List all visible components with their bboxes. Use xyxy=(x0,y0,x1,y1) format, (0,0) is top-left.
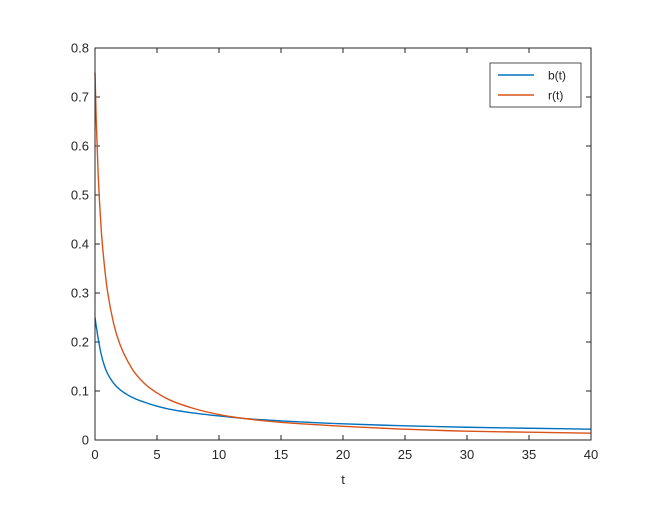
legend-label: r(t) xyxy=(548,89,563,103)
y-tick-label: 0.5 xyxy=(71,188,89,203)
axes-layer xyxy=(94,47,592,441)
x-tick-label: 0 xyxy=(91,447,98,462)
series-line-b xyxy=(94,317,592,430)
y-tick-label: 0 xyxy=(82,433,89,448)
x-axis-label: t xyxy=(341,472,345,487)
legend-label: b(t) xyxy=(548,69,566,83)
y-tick-label: 0.6 xyxy=(71,139,89,154)
x-tick-label: 35 xyxy=(522,447,536,462)
x-tick-label: 25 xyxy=(398,447,412,462)
plot-area-frame xyxy=(94,47,592,441)
legend-box xyxy=(489,62,582,108)
legend: b(t) r(t) xyxy=(489,62,582,108)
y-tick-label: 0.2 xyxy=(71,335,89,350)
y-tick-label: 0.8 xyxy=(71,41,89,56)
y-tick-label: 0.1 xyxy=(71,384,89,399)
x-tick-label: 20 xyxy=(336,447,350,462)
y-tick-label: 0.7 xyxy=(71,90,89,105)
series-line-r xyxy=(94,72,592,434)
x-tick-label: 30 xyxy=(460,447,474,462)
y-tick-label: 0.3 xyxy=(71,286,89,301)
x-tick-label: 5 xyxy=(153,447,160,462)
series-layer xyxy=(94,72,592,434)
x-tick-label: 10 xyxy=(212,447,226,462)
y-tick-label: 0.4 xyxy=(71,237,89,252)
x-tick-label: 15 xyxy=(274,447,288,462)
x-tick-label: 40 xyxy=(584,447,598,462)
tick-label-layer: 0 5 10 15 20 25 30 35 40 0 0.1 0.2 0.3 0.4 0.5 0.6 0.7 0.… xyxy=(71,41,598,463)
